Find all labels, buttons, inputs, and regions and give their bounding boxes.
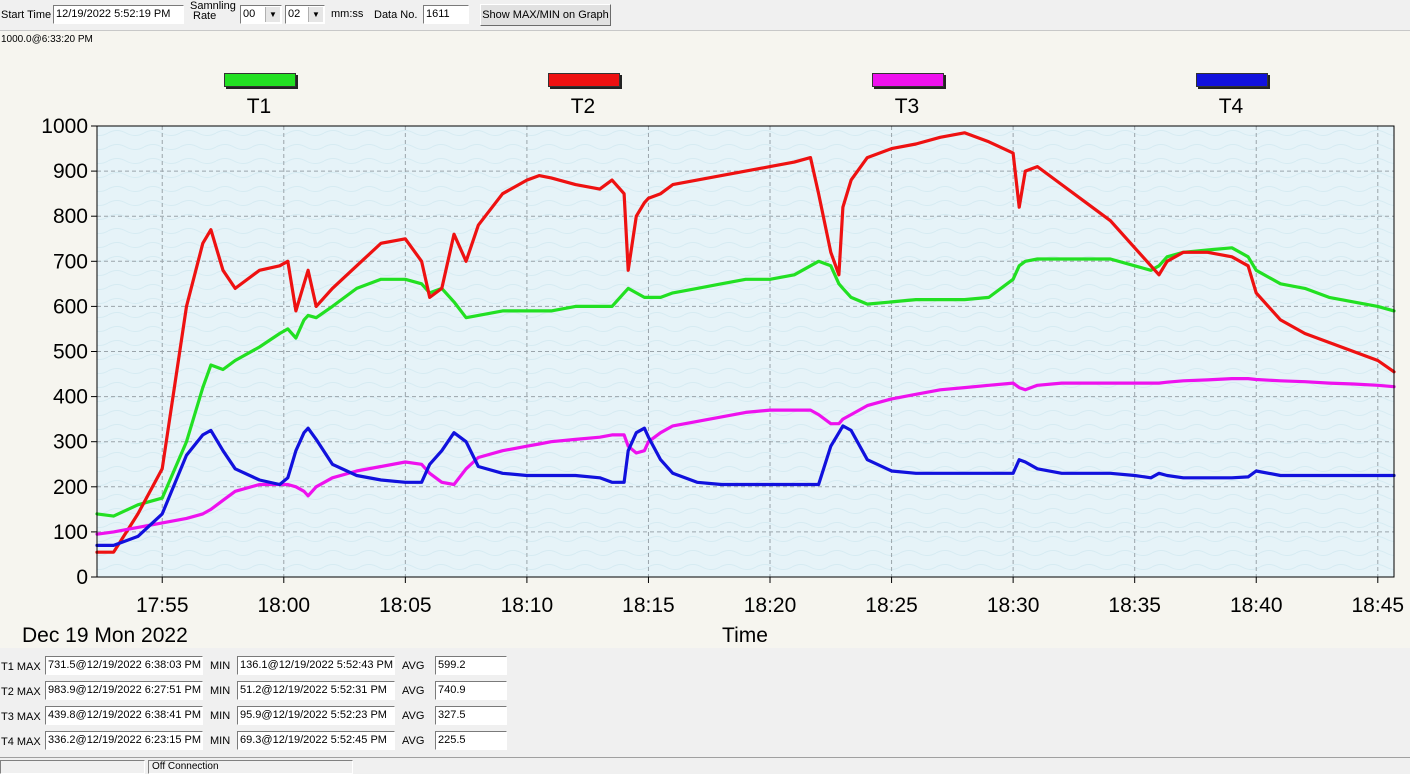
connection-status: Off Connection — [148, 760, 353, 774]
toolbar: Start Time 12/19/2022 5:52:19 PM Samnlin… — [0, 0, 1410, 31]
rate-seconds-select[interactable]: 02 ▼ — [285, 5, 325, 24]
data-no-label: Data No. — [374, 9, 418, 21]
x-tick-label: 18:00 — [258, 594, 311, 617]
stat-max-field[interactable]: 983.9@12/19/2022 6:27:51 PM — [45, 681, 203, 700]
stat-max-field[interactable]: 336.2@12/19/2022 6:23:15 PM — [45, 731, 203, 750]
stat-min-field[interactable]: 136.1@12/19/2022 5:52:43 PM — [237, 656, 395, 675]
stat-min-label: MIN — [210, 685, 231, 697]
x-tick-label: 18:20 — [744, 594, 797, 617]
y-tick-label: 500 — [53, 341, 88, 364]
stats-row: T2 MAX 983.9@12/19/2022 6:27:51 PM MIN 51.2… — [0, 681, 520, 705]
show-max-min-button[interactable]: Show MAX/MIN on Graph — [480, 4, 611, 26]
stat-min-field[interactable]: 69.3@12/19/2022 5:52:45 PM — [237, 731, 395, 750]
stat-avg-field[interactable]: 225.5 — [435, 731, 507, 750]
series-line-t1 — [95, 246, 1396, 518]
legend-swatch-t3 — [872, 73, 944, 87]
legend-label-t4: T4 — [1218, 95, 1244, 118]
y-axis: 0 100 200 300 400 500 600 700 800 900 1000 — [41, 115, 97, 589]
status-pane-empty — [0, 760, 145, 774]
legend-swatch-t2 — [548, 73, 620, 87]
stat-avg-label: AVG — [402, 685, 425, 697]
stat-max-label: T3 MAX — [1, 711, 41, 723]
stats-row: T4 MAX 336.2@12/19/2022 6:23:15 PM MIN 69.3… — [0, 731, 520, 755]
stat-avg-label: AVG — [402, 660, 425, 672]
x-axis-title: Time — [722, 624, 768, 647]
x-tick-label: 18:40 — [1230, 594, 1283, 617]
legend-label-t3: T3 — [894, 95, 920, 118]
y-tick-label: 1000 — [41, 115, 88, 138]
x-tick-label: 18:10 — [501, 594, 554, 617]
data-no-field[interactable]: 1611 — [423, 5, 469, 24]
legend-label-t2: T2 — [570, 95, 596, 118]
stat-avg-label: AVG — [402, 710, 425, 722]
series-line-t4 — [95, 424, 1396, 548]
stat-min-label: MIN — [210, 735, 231, 747]
series-line-t2 — [95, 131, 1396, 554]
stat-max-label: T2 MAX — [1, 686, 41, 698]
grid — [97, 126, 1394, 577]
y-tick-label: 900 — [53, 160, 88, 183]
x-tick-label: 17:55 — [136, 594, 189, 617]
y-tick-label: 200 — [53, 476, 88, 499]
stat-min-field[interactable]: 51.2@12/19/2022 5:52:31 PM — [237, 681, 395, 700]
stat-max-label: T4 MAX — [1, 736, 41, 748]
y-tick-label: 400 — [53, 386, 88, 409]
start-time-field[interactable]: 12/19/2022 5:52:19 PM — [53, 5, 184, 24]
stats-row: T1 MAX 731.5@12/19/2022 6:38:03 PM MIN 136.… — [0, 656, 520, 680]
x-axis: 17:55 18:00 18:05 18:10 18:15 18:20 18:25 18:30… — [136, 577, 1404, 617]
stat-avg-label: AVG — [402, 735, 425, 747]
stat-max-label: T1 MAX — [1, 661, 41, 673]
y-tick-label: 600 — [53, 295, 88, 318]
chevron-down-icon: ▼ — [308, 7, 323, 22]
cursor-readout: 1000.0@6:33:20 PM — [1, 34, 93, 45]
chevron-down-icon: ▼ — [265, 7, 280, 22]
sampling-rate-label: Samnling Rate — [190, 0, 236, 22]
y-tick-label: 300 — [53, 431, 88, 454]
x-tick-label: 18:35 — [1108, 594, 1161, 617]
stat-max-field[interactable]: 731.5@12/19/2022 6:38:03 PM — [45, 656, 203, 675]
x-tick-label: 18:15 — [622, 594, 675, 617]
legend-label-t1: T1 — [246, 95, 272, 118]
legend-swatch-t1 — [224, 73, 296, 87]
rate-minutes-select[interactable]: 00 ▼ — [240, 5, 282, 24]
x-tick-label: 18:30 — [987, 594, 1040, 617]
stat-avg-field[interactable]: 599.2 — [435, 656, 507, 675]
stats-panel: T1 MAX 731.5@12/19/2022 6:38:03 PM MIN 136.… — [0, 650, 1410, 755]
stat-max-field[interactable]: 439.8@12/19/2022 6:38:41 PM — [45, 706, 203, 725]
series-line-t3 — [95, 377, 1396, 536]
stat-avg-field[interactable]: 327.5 — [435, 706, 507, 725]
series-group — [95, 131, 1396, 554]
rate-unit-label: mm:ss — [331, 8, 364, 20]
legend-swatch-t4 — [1196, 73, 1268, 87]
y-tick-label: 700 — [53, 250, 88, 273]
x-tick-label: 18:45 — [1352, 594, 1405, 617]
y-tick-label: 0 — [76, 566, 88, 589]
start-time-label: Start Time — [1, 9, 52, 21]
stat-min-label: MIN — [210, 710, 231, 722]
stat-avg-field[interactable]: 740.9 — [435, 681, 507, 700]
stat-min-label: MIN — [210, 660, 231, 672]
temperature-chart[interactable]: 0 100 200 300 400 500 600 700 800 900 1000 17:55 18… — [0, 0, 1410, 650]
stat-min-field[interactable]: 95.9@12/19/2022 5:52:23 PM — [237, 706, 395, 725]
y-tick-label: 800 — [53, 205, 88, 228]
y-tick-label: 100 — [53, 521, 88, 544]
x-tick-label: 18:05 — [379, 594, 432, 617]
stats-row: T3 MAX 439.8@12/19/2022 6:38:41 PM MIN 95.9… — [0, 706, 520, 730]
date-label: Dec 19 Mon 2022 — [22, 624, 188, 647]
x-tick-label: 18:25 — [865, 594, 918, 617]
